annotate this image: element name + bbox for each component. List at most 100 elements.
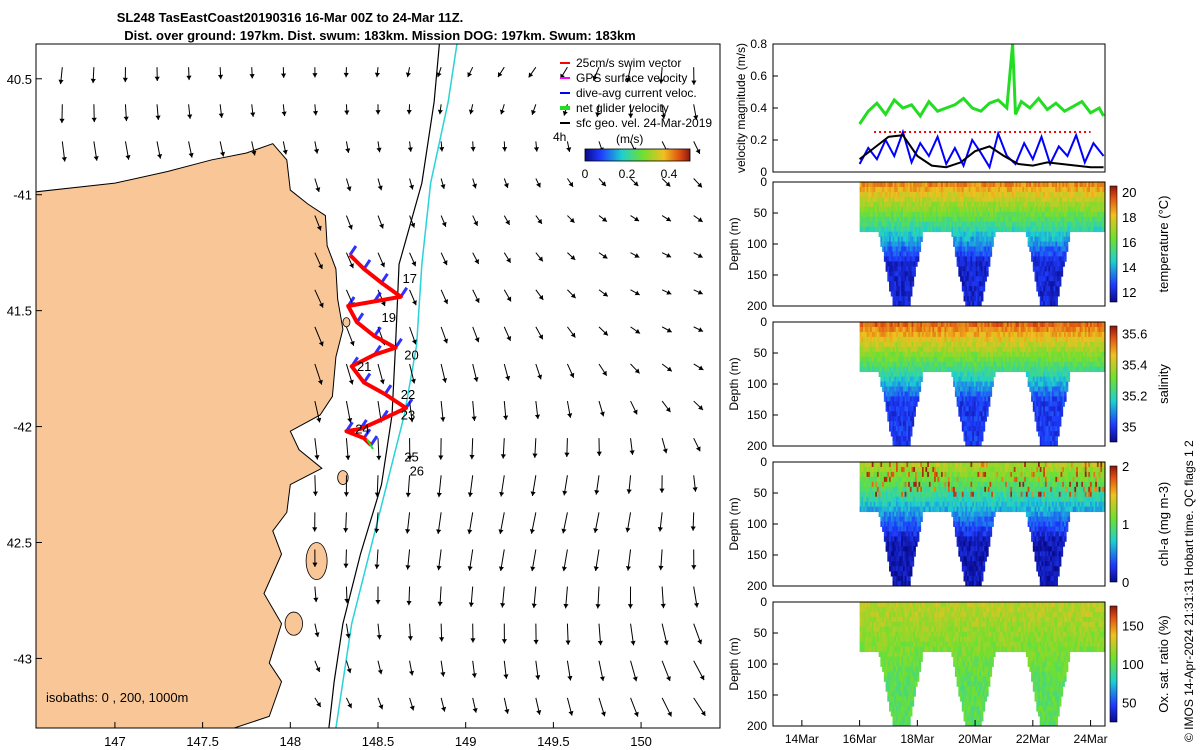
section-cell bbox=[1017, 191, 1020, 198]
section-cell bbox=[1020, 366, 1024, 373]
section-cell bbox=[998, 366, 1001, 373]
section-cell bbox=[1091, 191, 1095, 198]
section-cell bbox=[961, 406, 965, 412]
section-cell bbox=[994, 351, 998, 358]
section-cell bbox=[986, 401, 989, 407]
section-cell bbox=[894, 436, 897, 442]
section-cell bbox=[1060, 376, 1064, 382]
section-cell bbox=[992, 221, 996, 228]
section-cell bbox=[863, 186, 866, 193]
section-cell bbox=[904, 326, 908, 333]
section-cell bbox=[876, 361, 880, 368]
section-cell bbox=[987, 326, 991, 333]
section-cell bbox=[1025, 361, 1029, 368]
section-cell bbox=[909, 211, 913, 218]
section-cell bbox=[894, 386, 897, 392]
section-cell bbox=[1057, 431, 1060, 437]
geo-arrowhead bbox=[318, 264, 323, 270]
section-cell bbox=[1102, 191, 1105, 198]
section-cell bbox=[1036, 341, 1039, 348]
section-cell bbox=[895, 416, 899, 422]
section-cell bbox=[899, 386, 903, 392]
section-cell bbox=[871, 326, 875, 333]
section-cell bbox=[961, 221, 965, 228]
section-cell bbox=[906, 206, 909, 213]
section-cell bbox=[953, 186, 956, 193]
section-cell bbox=[1039, 396, 1043, 402]
section-cell bbox=[875, 336, 878, 343]
section-cell bbox=[941, 211, 944, 218]
section-cell bbox=[989, 336, 993, 343]
section-cell bbox=[989, 201, 993, 208]
section-cell bbox=[1044, 331, 1048, 338]
section-cell bbox=[1069, 221, 1072, 228]
section-cell bbox=[980, 291, 984, 297]
section-cell bbox=[968, 251, 972, 257]
section-cell bbox=[876, 331, 880, 338]
section-cell bbox=[977, 431, 980, 437]
section-cell bbox=[1001, 182, 1005, 188]
map-xtick-label: 149.5 bbox=[537, 734, 570, 749]
section-cell bbox=[1079, 361, 1083, 368]
section-cell bbox=[923, 196, 927, 203]
section-cell bbox=[889, 241, 892, 247]
section-cell bbox=[1008, 221, 1012, 228]
section-cell bbox=[935, 186, 939, 193]
section-cell bbox=[1046, 431, 1050, 437]
section-cell bbox=[975, 336, 979, 343]
section-cell bbox=[890, 182, 894, 188]
section-cell bbox=[935, 191, 939, 198]
section-cell bbox=[1072, 221, 1076, 228]
section-cell bbox=[1050, 231, 1053, 237]
section-cell bbox=[927, 356, 930, 363]
section-cell bbox=[949, 221, 953, 228]
section-cell bbox=[880, 216, 883, 223]
section-cell bbox=[1084, 346, 1088, 353]
section-cell bbox=[1043, 366, 1046, 373]
section-cell bbox=[998, 216, 1001, 223]
section-cell bbox=[979, 236, 982, 242]
geo-arrowhead bbox=[570, 293, 576, 299]
section-cell bbox=[866, 346, 870, 353]
section-cell bbox=[1086, 221, 1090, 228]
section-cell bbox=[1076, 211, 1079, 218]
section-cell bbox=[992, 341, 996, 348]
section-cell bbox=[1051, 376, 1055, 382]
section-cell bbox=[1036, 406, 1039, 412]
section-cell bbox=[1034, 351, 1038, 358]
section-cell bbox=[987, 401, 991, 407]
section-cell bbox=[920, 216, 923, 223]
section-cell bbox=[920, 182, 923, 188]
section-cell bbox=[961, 351, 965, 358]
section-cell bbox=[866, 226, 870, 233]
section-cell bbox=[973, 371, 977, 377]
section-cell bbox=[1034, 322, 1038, 328]
section-cell bbox=[871, 341, 875, 348]
section-cell bbox=[1060, 182, 1064, 188]
section-cell bbox=[1022, 226, 1026, 233]
section-cell bbox=[894, 351, 897, 358]
section-cell bbox=[973, 391, 977, 397]
section-cell bbox=[915, 341, 918, 348]
section-cell bbox=[979, 361, 982, 368]
section-cell bbox=[947, 346, 951, 353]
section-cell bbox=[918, 361, 922, 368]
section-cell bbox=[1060, 386, 1064, 392]
section-cell bbox=[1081, 221, 1084, 228]
section-cell bbox=[954, 226, 958, 233]
section-cell bbox=[901, 191, 904, 198]
section-cell bbox=[921, 226, 925, 233]
section-cell bbox=[1041, 201, 1045, 208]
section-cell bbox=[901, 391, 904, 397]
section-cell bbox=[920, 236, 923, 242]
section-cell bbox=[911, 416, 915, 422]
section-cell bbox=[915, 251, 918, 257]
section-cell bbox=[895, 276, 899, 282]
section-cell bbox=[992, 336, 996, 343]
section-cell bbox=[980, 286, 984, 292]
section-cell bbox=[991, 196, 994, 203]
section-cell bbox=[979, 251, 982, 257]
section-cell bbox=[1089, 366, 1093, 373]
section-cell bbox=[868, 366, 871, 373]
section-cell bbox=[1091, 186, 1095, 193]
